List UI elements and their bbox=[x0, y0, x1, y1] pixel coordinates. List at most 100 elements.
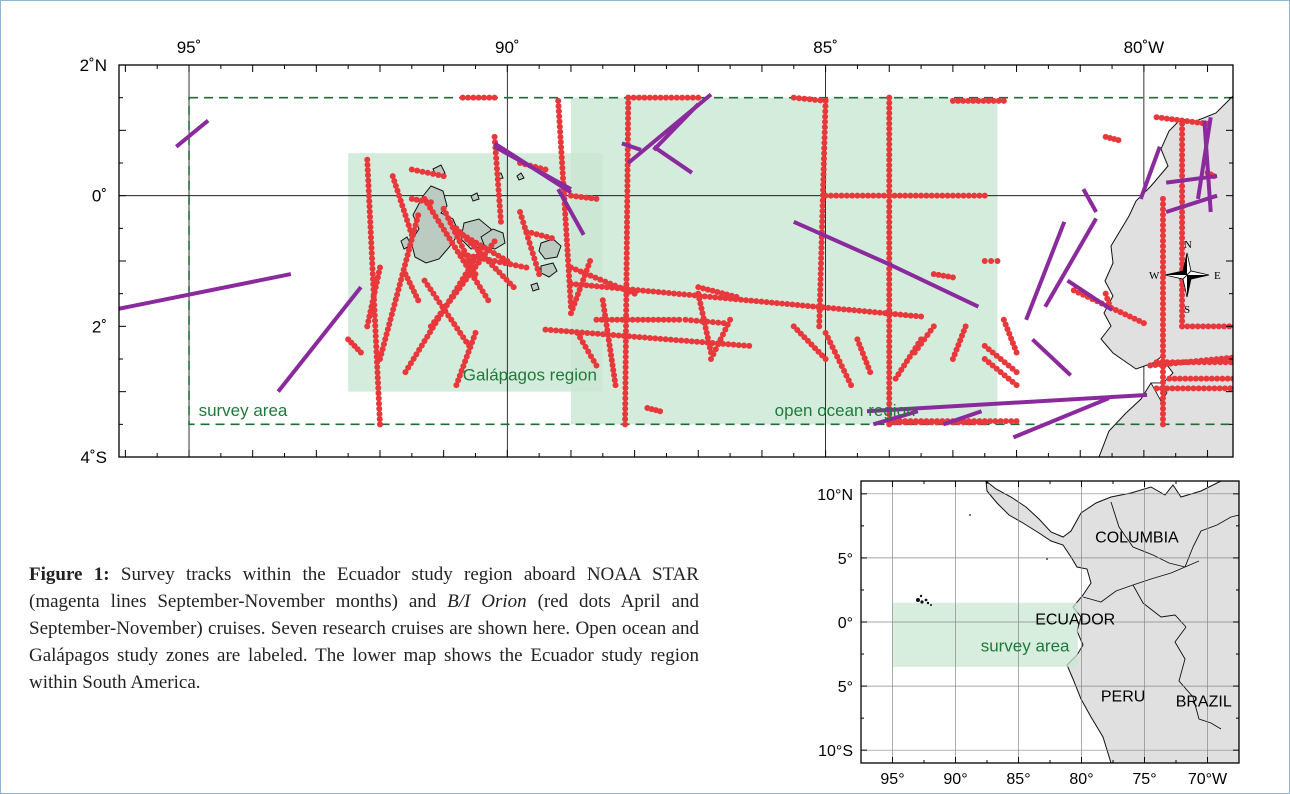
orion-dot bbox=[935, 271, 942, 278]
orion-dot bbox=[492, 265, 499, 272]
orion-dot bbox=[378, 351, 385, 358]
orion-dot bbox=[886, 353, 893, 360]
orion-dot bbox=[555, 103, 562, 110]
orion-dot bbox=[576, 286, 583, 293]
orion-dot bbox=[482, 292, 489, 299]
orion-dot bbox=[841, 367, 848, 374]
orion-dot bbox=[542, 326, 549, 333]
orion-dot bbox=[886, 234, 893, 241]
orion-dot bbox=[376, 356, 383, 362]
orion-dot bbox=[712, 346, 719, 353]
country-label: COLUMBIA bbox=[1095, 530, 1179, 547]
orion-dot bbox=[512, 262, 519, 269]
orion-dot bbox=[477, 242, 484, 249]
orion-dot bbox=[712, 294, 719, 301]
orion-dot bbox=[1159, 290, 1166, 297]
orion-dot bbox=[667, 336, 674, 343]
orion-dot bbox=[373, 343, 380, 350]
orion-dot bbox=[396, 281, 403, 288]
orion-dot bbox=[1179, 229, 1186, 236]
orion-dot bbox=[559, 169, 566, 176]
orion-dot bbox=[379, 346, 386, 353]
orion-dot bbox=[547, 327, 554, 334]
orion-dot bbox=[993, 352, 1000, 359]
orion-dot bbox=[886, 229, 893, 236]
orion-dot bbox=[1244, 359, 1250, 365]
orion-dot bbox=[520, 219, 527, 226]
orion-dot bbox=[563, 328, 570, 335]
orion-dot bbox=[392, 182, 399, 189]
orion-dot bbox=[636, 334, 643, 341]
orion-dot bbox=[556, 123, 563, 130]
orion-dot bbox=[365, 187, 372, 194]
orion-dot bbox=[1115, 137, 1122, 144]
orion-dot bbox=[368, 303, 375, 310]
orion-dot bbox=[602, 278, 609, 285]
orion-dot bbox=[886, 167, 893, 174]
orion-dot bbox=[610, 367, 617, 374]
orion-dot bbox=[641, 334, 648, 341]
orion-dot bbox=[1179, 146, 1186, 153]
orion-dot bbox=[357, 349, 364, 356]
orion-dot bbox=[856, 341, 863, 348]
orion-dot bbox=[816, 297, 823, 304]
orion-dot bbox=[1159, 342, 1166, 349]
orion-dot bbox=[533, 231, 540, 238]
orion-dot bbox=[886, 105, 893, 112]
orion-dot bbox=[387, 316, 394, 323]
orion-dot bbox=[870, 192, 877, 199]
orion-dot bbox=[365, 182, 372, 189]
orion-dot bbox=[442, 210, 449, 217]
orion-dot bbox=[992, 418, 999, 425]
orion-dot bbox=[1179, 219, 1186, 226]
orion-dot bbox=[451, 321, 458, 328]
orion-dot bbox=[886, 177, 893, 184]
orion-dot bbox=[971, 418, 978, 425]
orion-dot bbox=[1001, 359, 1008, 366]
orion-dot bbox=[485, 258, 492, 265]
orion-dot bbox=[374, 274, 381, 281]
orion-dot bbox=[1179, 307, 1186, 314]
orion-dot bbox=[928, 418, 935, 425]
orion-dot bbox=[624, 167, 631, 174]
orion-dot bbox=[1002, 321, 1009, 328]
orion-dot bbox=[499, 255, 506, 262]
orion-dot bbox=[1258, 323, 1264, 329]
orion-dot bbox=[702, 324, 709, 331]
orion-dot bbox=[858, 345, 865, 352]
orion-dot bbox=[467, 262, 474, 269]
orion-dot bbox=[887, 310, 894, 317]
orion-dot bbox=[779, 300, 786, 307]
orion-dot bbox=[469, 339, 476, 346]
orion-dot bbox=[453, 225, 460, 232]
orion-dot bbox=[1102, 290, 1109, 297]
orion-dot bbox=[448, 316, 455, 323]
orion-dot bbox=[886, 141, 893, 148]
orion-dot bbox=[482, 251, 489, 258]
orion-dot bbox=[625, 110, 632, 117]
orion-dot bbox=[886, 120, 893, 127]
orion-dot bbox=[1006, 330, 1013, 337]
orion-dot bbox=[645, 316, 652, 323]
orion-dot bbox=[462, 358, 469, 365]
orion-dot bbox=[482, 244, 489, 251]
orion-dot bbox=[1243, 385, 1249, 391]
orion-dot bbox=[859, 350, 866, 357]
orion-dot bbox=[981, 356, 988, 362]
orion-dot bbox=[580, 277, 587, 284]
orion-dot bbox=[1238, 385, 1244, 391]
orion-dot bbox=[683, 337, 690, 344]
orion-dot bbox=[886, 250, 893, 257]
orion-dot bbox=[1153, 385, 1160, 392]
orion-dot bbox=[435, 315, 442, 322]
orion-dot bbox=[563, 226, 570, 233]
orion-dot bbox=[843, 372, 850, 379]
orion-dot bbox=[460, 334, 467, 341]
orion-dot bbox=[957, 337, 964, 344]
orion-dot bbox=[1011, 344, 1018, 351]
galapagos-region-label: Galápagos region bbox=[463, 366, 597, 385]
orion-dot bbox=[1179, 151, 1186, 158]
orion-dot bbox=[657, 408, 664, 415]
orion-dot bbox=[784, 301, 791, 308]
orion-dot bbox=[976, 418, 983, 425]
